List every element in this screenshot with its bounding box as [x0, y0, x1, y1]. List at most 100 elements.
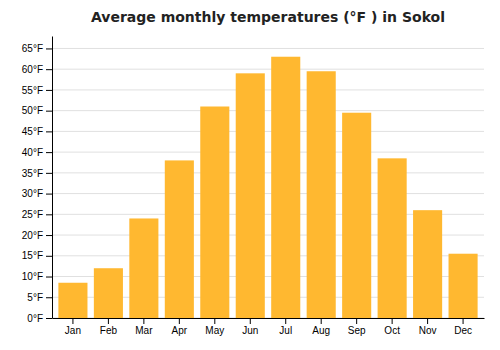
tick: 50°F: [22, 105, 52, 116]
tick-label: 15°F: [22, 250, 43, 261]
grid-line: [52, 131, 484, 132]
tick-mark: [46, 235, 52, 236]
title: Average monthly temperatures (°F ) in So…: [91, 9, 445, 25]
bars: [58, 57, 477, 318]
tick-label: Dec: [454, 325, 472, 336]
tick: Mar: [135, 318, 153, 336]
tick-label: Oct: [384, 325, 400, 336]
tick-label: 25°F: [22, 209, 43, 220]
tick-label: 55°F: [22, 85, 43, 96]
tick-mark: [46, 214, 52, 215]
tick: Jun: [242, 318, 258, 336]
tick-mark: [46, 131, 52, 132]
tick-mark: [46, 297, 52, 298]
grid: [52, 48, 484, 318]
tick-mark: [46, 48, 52, 49]
tick: Jul: [279, 318, 292, 336]
tick: 10°F: [22, 271, 52, 282]
grid-line: [52, 193, 484, 194]
grid-line: [52, 152, 484, 153]
tick: Oct: [384, 318, 400, 336]
axis-line: [53, 318, 485, 319]
tick: 20°F: [22, 230, 52, 241]
tick: 35°F: [22, 168, 52, 179]
tick-label: 65°F: [22, 43, 43, 54]
tick: 45°F: [22, 126, 52, 137]
tick-mark: [46, 318, 52, 319]
tick-mark: [46, 277, 52, 278]
bar: [165, 160, 194, 318]
tick: 0°F: [27, 313, 52, 324]
tick: Dec: [454, 318, 472, 336]
tick-label: Jul: [279, 325, 292, 336]
tick: 5°F: [27, 292, 52, 303]
tick-mark: [214, 318, 215, 324]
axis-line: [52, 37, 53, 319]
chart: 0°F 5°F 10°F 15°F 20°F 25°F 30°F 35°F 40°F 45°F 50…: [0, 0, 500, 350]
x-axis: Jan Feb Mar Apr May Jun Jul Aug Sep Oct Nov Dec: [53, 318, 485, 336]
tick-mark: [356, 318, 357, 324]
tick: Feb: [100, 318, 118, 336]
tick-mark: [72, 318, 73, 324]
tick: 30°F: [22, 188, 52, 199]
tick-mark: [46, 111, 52, 112]
tick: 25°F: [22, 209, 52, 220]
grid-line: [52, 110, 484, 111]
tick-mark: [392, 318, 393, 324]
tick: 15°F: [22, 250, 52, 261]
tick-mark: [143, 318, 144, 324]
tick-label: Jan: [65, 325, 81, 336]
grid-line: [52, 69, 484, 70]
tick-mark: [463, 318, 464, 324]
bar: [129, 218, 158, 318]
plot: 0°F 5°F 10°F 15°F 20°F 25°F 30°F 35°F 40°F 45°F 50…: [22, 37, 485, 337]
tick-mark: [250, 318, 251, 324]
tick-mark: [46, 152, 52, 153]
tick-label: 40°F: [22, 147, 43, 158]
tick-label: Apr: [172, 325, 188, 336]
tick-mark: [46, 173, 52, 174]
y-axis: 0°F 5°F 10°F 15°F 20°F 25°F 30°F 35°F 40°F 45°F 50…: [22, 37, 53, 324]
tick-label: 60°F: [22, 64, 43, 75]
tick-label: 20°F: [22, 230, 43, 241]
chart-container: 0°F 5°F 10°F 15°F 20°F 25°F 30°F 35°F 40°F 45°F 50…: [0, 0, 500, 350]
tick: 40°F: [22, 147, 52, 158]
tick-label: 35°F: [22, 168, 43, 179]
tick: Sep: [348, 318, 366, 336]
tick-mark: [285, 318, 286, 324]
tick-label: 30°F: [22, 188, 43, 199]
tick: 60°F: [22, 64, 52, 75]
grid-line: [52, 89, 484, 90]
tick-label: 45°F: [22, 126, 43, 137]
tick-label: Aug: [312, 325, 330, 336]
tick-label: Nov: [419, 325, 437, 336]
bar: [449, 254, 478, 318]
tick-label: May: [205, 325, 224, 336]
grid-line: [52, 172, 484, 173]
tick-mark: [46, 69, 52, 70]
tick: Apr: [172, 318, 188, 336]
bar: [200, 107, 229, 319]
tick-label: 5°F: [27, 292, 43, 303]
grid-line: [52, 48, 484, 49]
tick-label: Feb: [100, 325, 118, 336]
tick-mark: [179, 318, 180, 324]
tick-label: 0°F: [27, 313, 43, 324]
tick-mark: [427, 318, 428, 324]
tick-mark: [108, 318, 109, 324]
tick-label: Jun: [242, 325, 258, 336]
tick: Jan: [65, 318, 81, 336]
tick: Nov: [419, 318, 437, 336]
bar: [236, 73, 265, 318]
tick-label: Mar: [135, 325, 153, 336]
tick: 55°F: [22, 85, 52, 96]
bar: [342, 113, 371, 318]
tick-mark: [46, 90, 52, 91]
bar: [413, 210, 442, 318]
tick-label: 10°F: [22, 271, 43, 282]
tick: 65°F: [22, 43, 52, 54]
tick-label: 50°F: [22, 105, 43, 116]
tick-label: Sep: [348, 325, 366, 336]
bar: [271, 57, 300, 318]
tick-mark: [46, 256, 52, 257]
